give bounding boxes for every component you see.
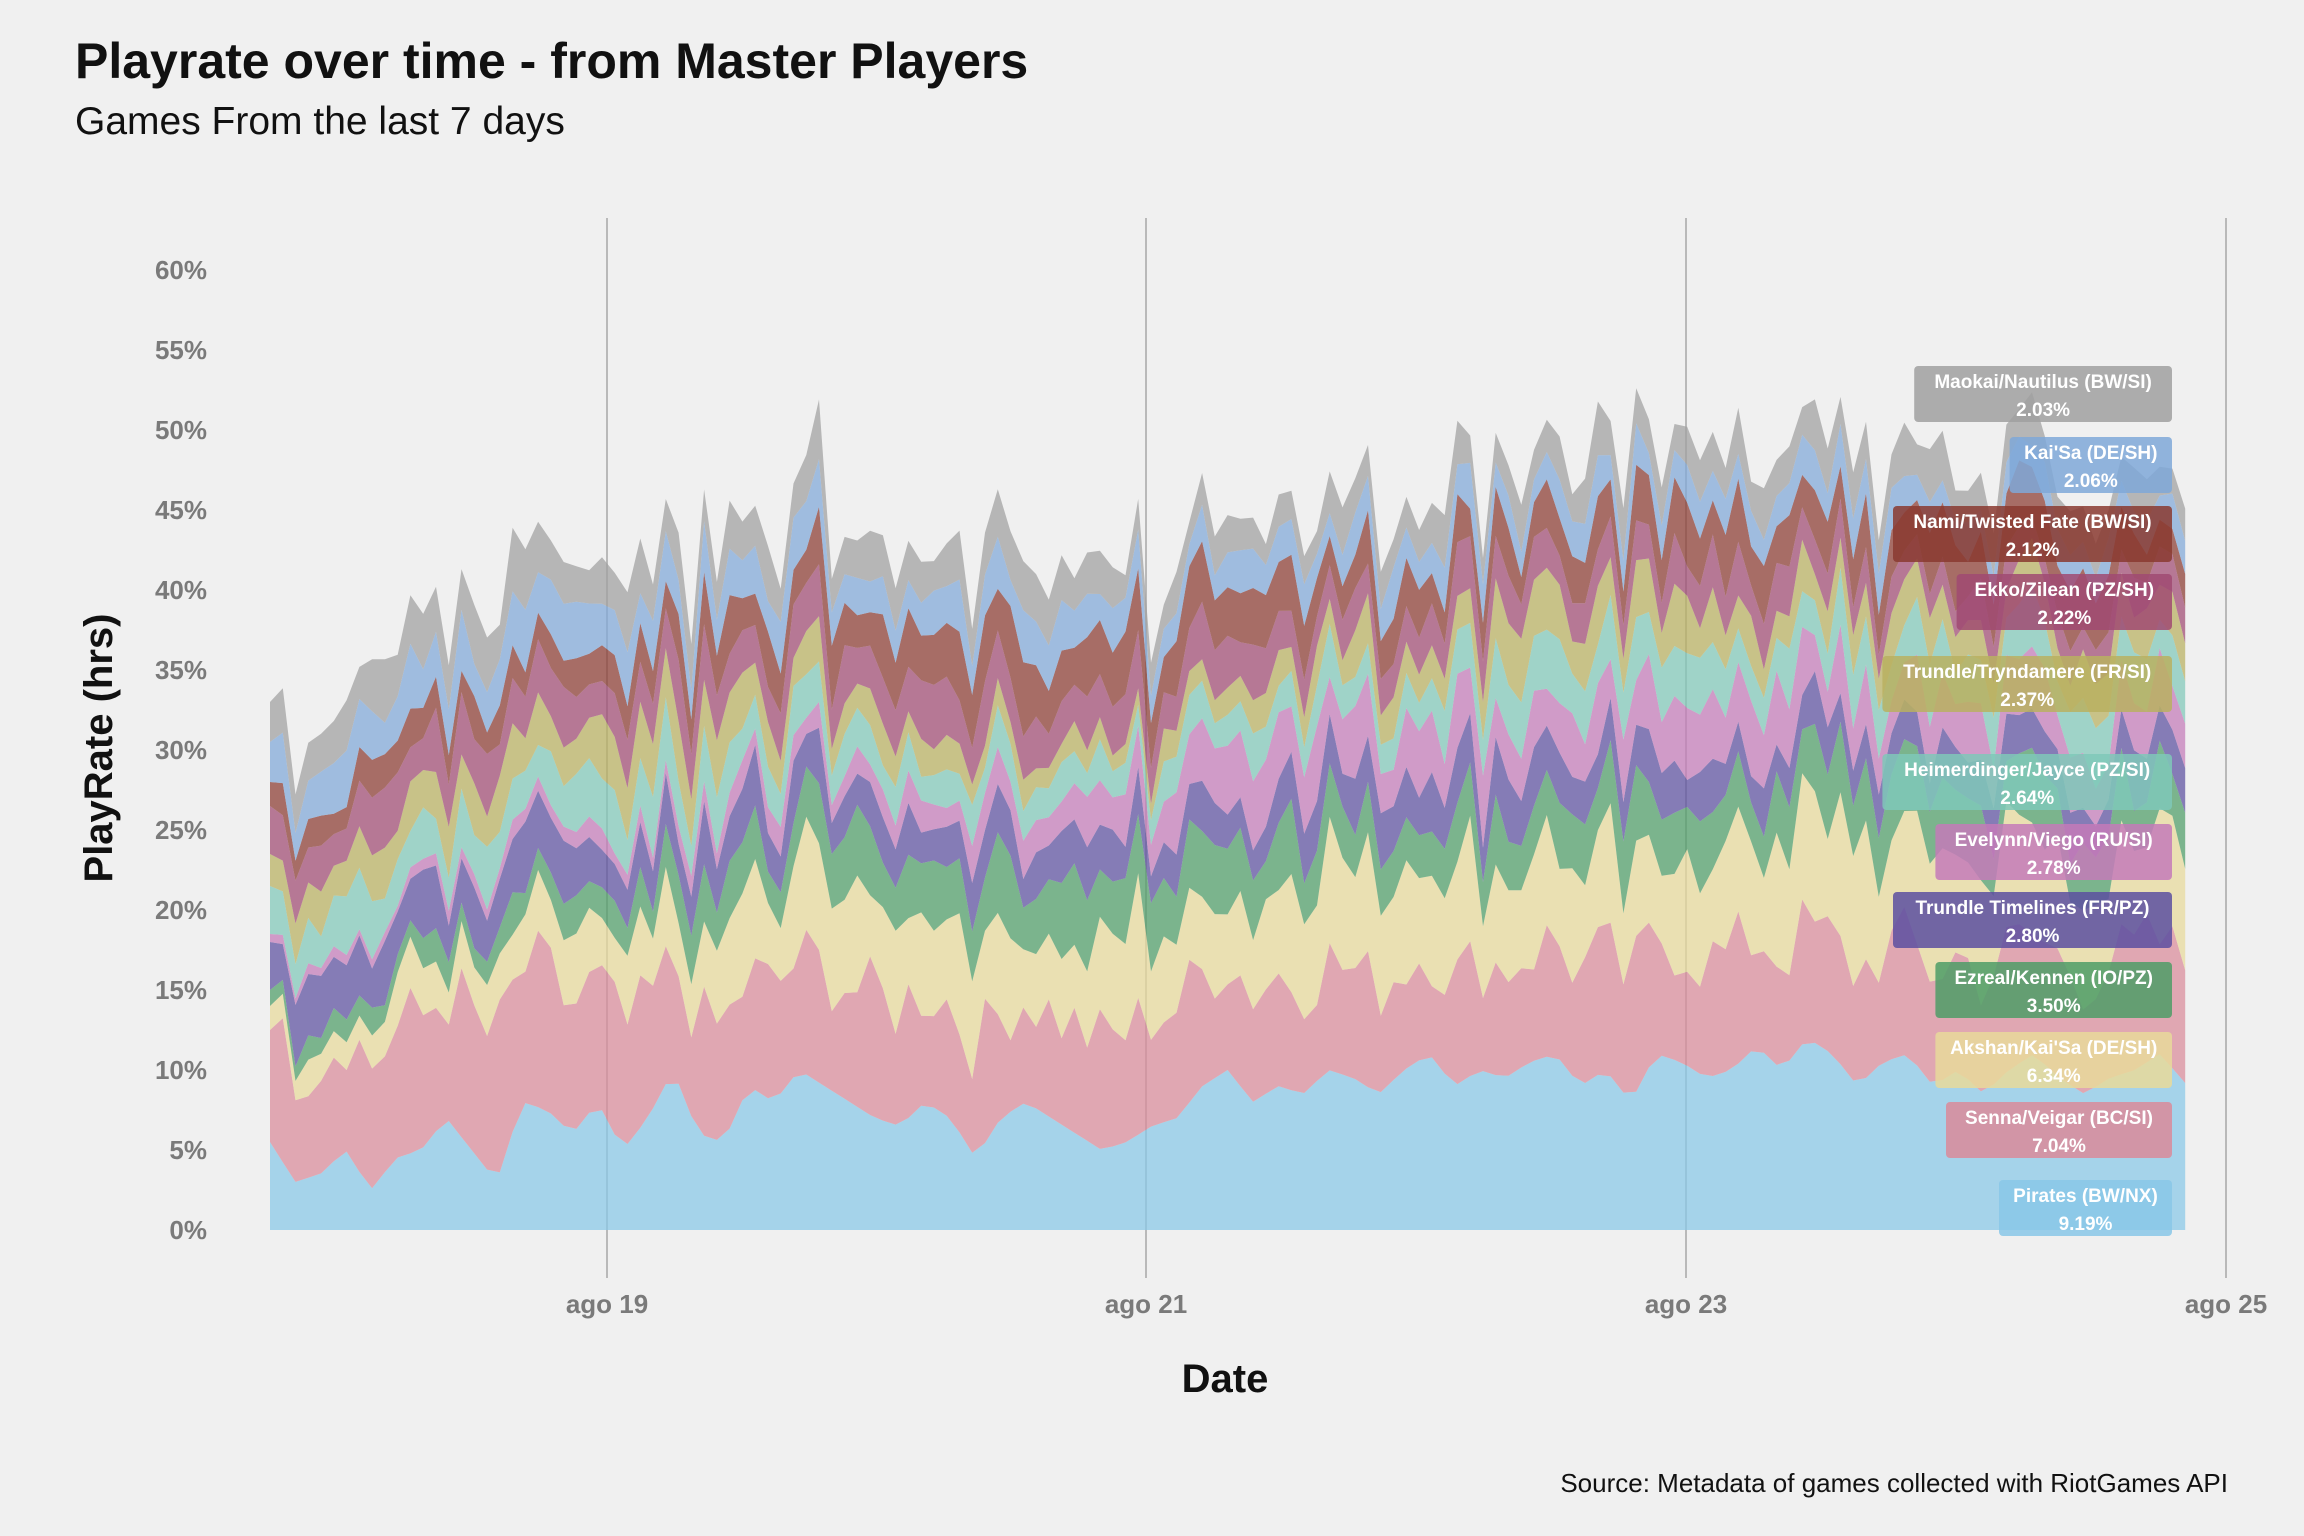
y-tick-labels: 0% 5% 10% 15% 20% 25% 30% 35% 40% 45% 50% 55% 60% (155, 255, 207, 1245)
y-tick-label: 60% (155, 255, 207, 285)
area-layer (270, 388, 2186, 1230)
end-label-value: 2.37% (2000, 690, 2054, 711)
y-tick-label: 30% (155, 735, 207, 765)
end-label: Nami/Twisted Fate (BW/SI) 2.12% (1893, 506, 2172, 562)
end-label-value: 2.22% (2037, 608, 2091, 629)
end-label-name: Heimerdinger/Jayce (PZ/SI) (1904, 760, 2150, 781)
y-tick-label: 45% (155, 495, 207, 525)
area-series (270, 624, 2186, 1005)
end-label-value: 2.64% (2000, 788, 2054, 809)
end-label: Senna/Veigar (BC/SI) 7.04% (1946, 1102, 2172, 1158)
end-label-box (1935, 1032, 2172, 1088)
x-tick-label: ago 19 (566, 1289, 648, 1319)
end-label-box (1956, 574, 2172, 630)
end-label-box (1946, 1102, 2172, 1158)
chart-caption: Source: Metadata of games collected with… (1560, 1468, 2228, 1498)
end-label-value: 2.80% (2006, 926, 2060, 947)
area-series (270, 721, 2186, 1081)
x-tick-labels: ago 19 ago 21 ago 23 ago 25 (566, 1289, 2267, 1319)
end-label-name: Trundle Timelines (FR/PZ) (1915, 898, 2149, 919)
x-tick-label: ago 25 (2185, 1289, 2267, 1319)
end-label: Evelynn/Viego (RU/SI) 2.78% (1935, 824, 2172, 880)
end-label-box (1893, 892, 2172, 948)
end-label-box (1999, 1180, 2172, 1236)
end-label-name: Ezreal/Kennen (IO/PZ) (1954, 968, 2152, 989)
end-label-box (1882, 754, 2172, 810)
area-series (270, 388, 2186, 833)
y-tick-label: 15% (155, 975, 207, 1005)
chart-subtitle: Games From the last 7 days (75, 100, 565, 143)
end-label-value: 3.50% (2027, 996, 2081, 1017)
y-tick-label: 50% (155, 415, 207, 445)
area-series (270, 671, 2186, 1067)
x-tick-label: ago 21 (1105, 1289, 1187, 1319)
end-label-value: 7.04% (2032, 1136, 2086, 1157)
end-label: Pirates (BW/NX) 9.19% (1999, 1180, 2172, 1236)
end-label-value: 2.03% (2016, 400, 2070, 421)
chart-title: Playrate over time - from Master Players (75, 33, 1029, 89)
x-tick-label: ago 23 (1645, 1289, 1727, 1319)
end-label-name: Evelynn/Viego (RU/SI) (1955, 830, 2153, 851)
area-series (270, 899, 2186, 1189)
y-tick-label: 20% (155, 895, 207, 925)
end-label-value: 6.34% (2027, 1066, 2081, 1087)
end-label: Trundle Timelines (FR/PZ) 2.80% (1893, 892, 2172, 948)
area-series (270, 1042, 2186, 1230)
end-label-box (1935, 824, 2172, 880)
end-label: Ezreal/Kennen (IO/PZ) 3.50% (1935, 962, 2172, 1018)
end-label: Trundle/Tryndamere (FR/SI) 2.37% (1882, 656, 2172, 712)
end-label: Maokai/Nautilus (BW/SI) 2.03% (1914, 366, 2172, 422)
end-label: Heimerdinger/Jayce (PZ/SI) 2.64% (1882, 754, 2172, 810)
end-label-name: Trundle/Tryndamere (FR/SI) (1903, 662, 2151, 683)
end-label-box (1914, 366, 2172, 422)
end-label: Kai'Sa (DE/SH) 2.06% (2009, 437, 2172, 493)
end-label-value: 2.12% (2006, 540, 2060, 561)
end-label-name: Nami/Twisted Fate (BW/SI) (1913, 512, 2151, 533)
y-tick-label: 0% (169, 1215, 207, 1245)
end-label-box (1893, 506, 2172, 562)
area-series (270, 567, 2186, 999)
end-label-name: Pirates (BW/NX) (2013, 1186, 2158, 1207)
end-label-box (1882, 656, 2172, 712)
area-series (270, 537, 2186, 965)
x-axis-title: Date (1182, 1357, 1269, 1401)
end-label-value: 2.78% (2027, 858, 2081, 879)
end-labels: Pirates (BW/NX) 9.19% Senna/Veigar (BC/SI)… (1882, 366, 2172, 1236)
end-label-box (1935, 962, 2172, 1018)
y-tick-label: 10% (155, 1055, 207, 1085)
end-label-value: 2.06% (2064, 471, 2118, 492)
area-series (270, 773, 2186, 1101)
end-label-value: 9.19% (2059, 1214, 2113, 1235)
end-label: Ekko/Zilean (PZ/SH) 2.22% (1956, 574, 2172, 630)
end-label-name: Senna/Veigar (BC/SI) (1965, 1108, 2153, 1129)
y-tick-label: 5% (169, 1135, 207, 1165)
y-tick-label: 55% (155, 335, 207, 365)
y-tick-label: 25% (155, 815, 207, 845)
end-label-name: Akshan/Kai'Sa (DE/SH) (1950, 1038, 2157, 1059)
end-label-name: Kai'Sa (DE/SH) (2024, 443, 2157, 464)
area-series (270, 498, 2186, 924)
end-label-box (2009, 437, 2172, 493)
end-label-name: Ekko/Zilean (PZ/SH) (1975, 580, 2154, 601)
end-label: Akshan/Kai'Sa (DE/SH) 6.34% (1935, 1032, 2172, 1088)
y-axis-title: PlayRate (hrs) (77, 614, 121, 883)
y-tick-label: 35% (155, 655, 207, 685)
y-tick-label: 40% (155, 575, 207, 605)
area-series (270, 423, 2186, 861)
end-label-name: Maokai/Nautilus (BW/SI) (1934, 372, 2151, 393)
